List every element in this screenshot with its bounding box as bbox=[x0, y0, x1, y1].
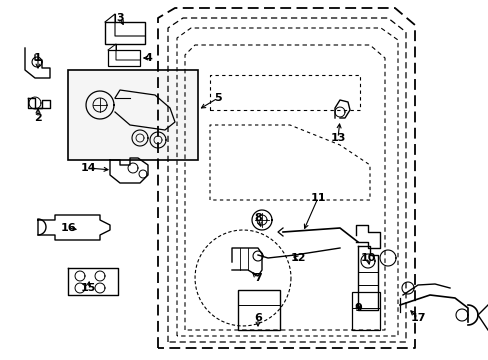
Text: 7: 7 bbox=[254, 273, 262, 283]
Bar bbox=[351, 292, 379, 330]
Bar bbox=[68, 70, 198, 160]
Text: 6: 6 bbox=[254, 313, 262, 323]
Text: 14: 14 bbox=[80, 163, 96, 173]
Text: 17: 17 bbox=[409, 313, 425, 323]
Text: 1: 1 bbox=[34, 53, 42, 63]
Text: 5: 5 bbox=[214, 93, 222, 103]
Text: 10: 10 bbox=[360, 253, 375, 263]
Text: 13: 13 bbox=[329, 133, 345, 143]
Text: 2: 2 bbox=[34, 113, 42, 123]
Text: 4: 4 bbox=[144, 53, 152, 63]
Text: 3: 3 bbox=[116, 13, 123, 23]
Bar bbox=[238, 290, 280, 330]
Text: 15: 15 bbox=[80, 283, 96, 293]
Bar bbox=[105, 22, 145, 44]
Bar bbox=[108, 50, 140, 66]
Text: 8: 8 bbox=[254, 213, 262, 223]
Text: 9: 9 bbox=[353, 303, 361, 313]
Text: 12: 12 bbox=[290, 253, 305, 263]
Text: 11: 11 bbox=[309, 193, 325, 203]
Text: 16: 16 bbox=[60, 223, 76, 233]
